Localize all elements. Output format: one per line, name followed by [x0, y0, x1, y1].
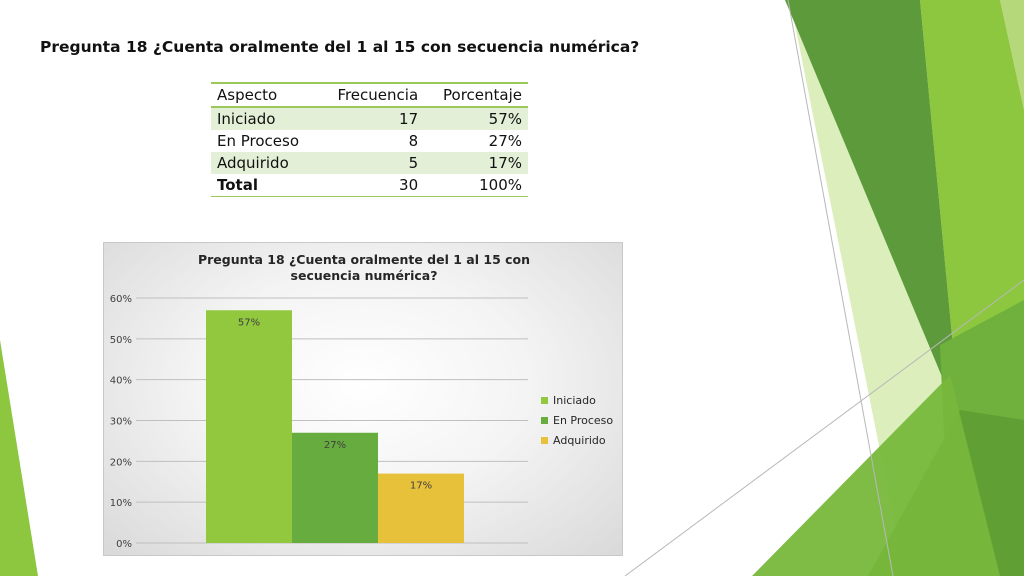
legend-label: Iniciado: [553, 394, 596, 407]
legend-swatch: [541, 397, 548, 404]
cell-aspect-total: Total: [211, 174, 319, 197]
decor-shape-right-edge: [1000, 0, 1024, 110]
y-tick-label: 10%: [110, 498, 132, 509]
decor-shape-bottom-mid: [752, 375, 1000, 576]
bar: [292, 432, 378, 543]
cell-frequency: 5: [318, 152, 425, 174]
cell-percent: 57%: [424, 107, 528, 130]
chart-plot: 0% 10% 20% 30% 40% 50% 60% 57% 27% 17% Iniciado En …: [110, 294, 614, 550]
cell-aspect: Iniciado: [211, 107, 319, 130]
header-frecuencia: Frecuencia: [318, 82, 425, 108]
y-tick-label: 50%: [110, 335, 132, 346]
y-tick-label: 30%: [110, 417, 132, 428]
y-tick-label: 0%: [116, 539, 132, 550]
cell-percent-total: 100%: [424, 174, 528, 197]
chart-title: Pregunta 18 ¿Cuenta oralmente del 1 al 1…: [197, 252, 531, 283]
data-label: 57%: [238, 317, 260, 328]
bar-chart: 0% 10% 20% 30% 40% 50% 60% 57% 27% 17% Iniciado En …: [103, 242, 623, 556]
header-porcentaje: Porcentaje: [424, 82, 528, 108]
table-header-row: Aspecto Frecuencia Porcentaje: [211, 82, 528, 108]
y-tick-label: 20%: [110, 457, 132, 468]
decor-line-2: [624, 279, 1024, 576]
data-label: 17%: [410, 481, 432, 492]
y-tick-label: 40%: [110, 376, 132, 387]
legend-swatch: [541, 417, 548, 424]
cell-aspect: En Proceso: [211, 130, 319, 152]
table-row-total: Total 30 100%: [211, 174, 528, 197]
table-row: Iniciado 17 57%: [211, 107, 528, 130]
table-row: Adquirido 5 17%: [211, 152, 528, 174]
legend-label: En Proceso: [553, 414, 613, 427]
cell-aspect: Adquirido: [211, 152, 319, 174]
legend-swatch: [541, 437, 548, 444]
results-table: Aspecto Frecuencia Porcentaje Iniciado 1…: [211, 82, 528, 197]
cell-percent: 27%: [424, 130, 528, 152]
cell-frequency: 8: [318, 130, 425, 152]
cell-percent: 17%: [424, 152, 528, 174]
data-label: 27%: [324, 440, 346, 451]
decor-shape-left-wedge: [0, 340, 38, 576]
decor-shape-dark-band: [785, 0, 960, 420]
bar: [378, 473, 464, 543]
legend-label: Adquirido: [553, 434, 606, 447]
bar: [206, 310, 292, 543]
decor-line-1: [787, 0, 894, 576]
cell-frequency: 17: [318, 107, 425, 130]
header-aspecto: Aspecto: [211, 82, 319, 108]
table-row: En Proceso 8 27%: [211, 130, 528, 152]
slide-title: Pregunta 18 ¿Cuenta oralmente del 1 al 1…: [40, 38, 640, 56]
cell-frequency-total: 30: [318, 174, 425, 197]
y-tick-label: 60%: [110, 294, 132, 305]
